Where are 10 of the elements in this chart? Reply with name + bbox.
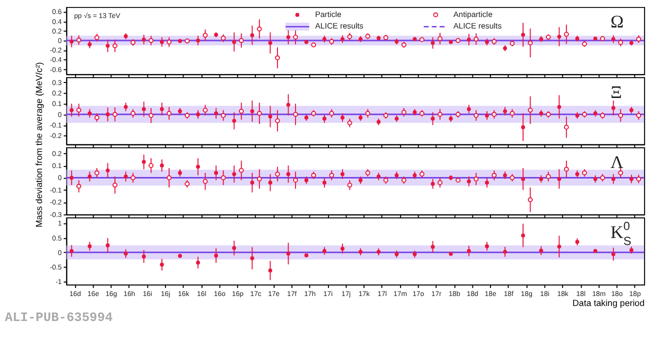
legend-label: Antiparticle	[453, 10, 494, 19]
chart-title: Λ	[610, 152, 624, 172]
chart-title: Ξ	[610, 82, 622, 102]
legend-label: ALICE results	[315, 22, 364, 31]
legend-label: Particle	[315, 10, 342, 19]
y-axis-title: Mass deviation from the average (MeV/c²)	[34, 62, 44, 228]
text: ALI-PUB-635994	[4, 310, 113, 326]
chart-title: Ω	[610, 12, 624, 32]
x-axis-title: Data taking period	[572, 298, 645, 308]
legend-label: ALICE results	[453, 22, 502, 31]
